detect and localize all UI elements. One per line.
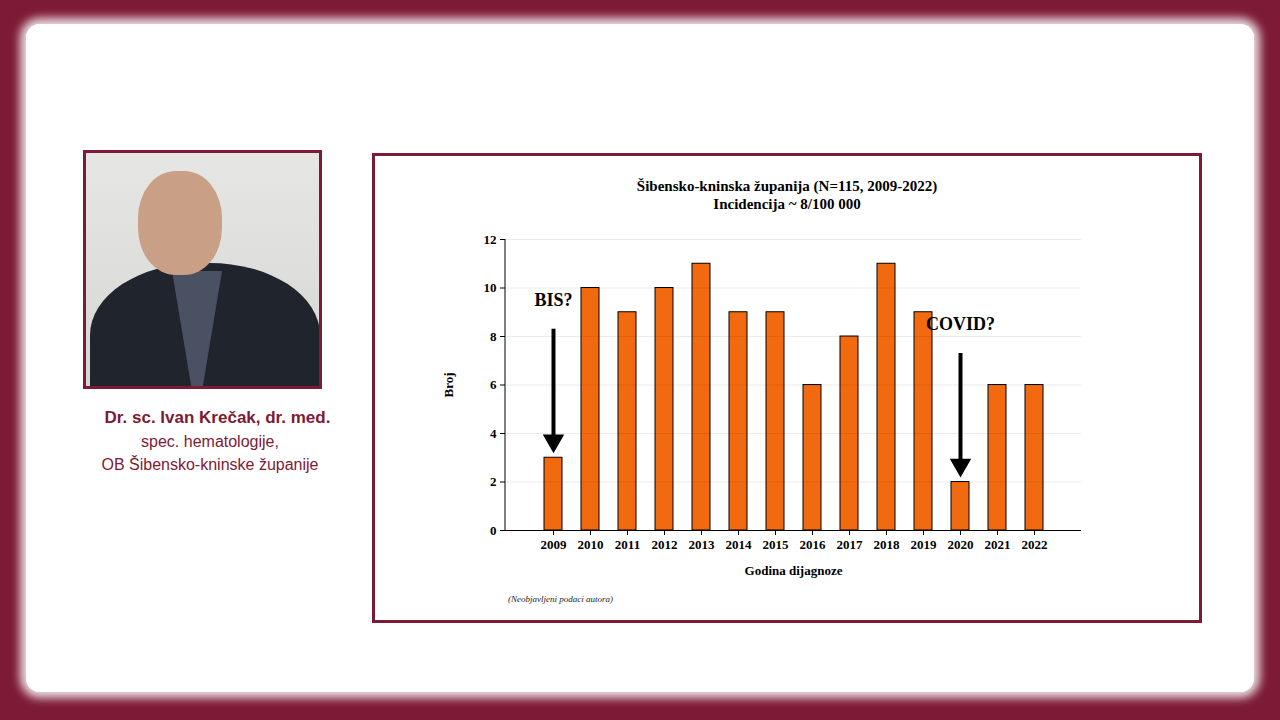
svg-text:10: 10: [484, 280, 497, 295]
html-text:Dr. sc. Ivan Krečak, dr. med.: Dr. sc. Ivan Krečak, dr. med.: [104, 408, 331, 427]
svg-text:2011: 2011: [615, 537, 640, 552]
svg-text:2013: 2013: [689, 537, 716, 552]
svg-text:2022: 2022: [1022, 537, 1048, 552]
svg-text:COVID?: COVID?: [926, 314, 995, 334]
svg-text:2012: 2012: [652, 537, 678, 552]
svg-text:0: 0: [490, 523, 497, 538]
svg-text:Godina dijagnoze: Godina dijagnoze: [745, 563, 843, 578]
html-text:(Neobjavljeni podaci autora): (Neobjavljeni podaci autora): [508, 594, 613, 604]
svg-text:2017: 2017: [837, 537, 864, 552]
svg-text:2015: 2015: [763, 537, 790, 552]
html-text:OB Šibensko-kninske županije: OB Šibensko-kninske županije: [101, 456, 319, 473]
svg-text:2014: 2014: [726, 537, 753, 552]
svg-text:BIS?: BIS?: [534, 290, 572, 310]
svg-text:2009: 2009: [541, 537, 568, 552]
svg-text:6: 6: [490, 377, 497, 392]
svg-text:2016: 2016: [800, 537, 827, 552]
svg-text:2020: 2020: [948, 537, 974, 552]
svg-text:8: 8: [490, 329, 497, 344]
svg-text:2010: 2010: [578, 537, 604, 552]
svg-text:12: 12: [484, 232, 497, 247]
svg-text:4: 4: [490, 426, 497, 441]
svg-text:2018: 2018: [874, 537, 901, 552]
html-text:Incidencija ~ 8/100 000: Incidencija ~ 8/100 000: [713, 196, 861, 212]
html-text:Šibensko-kninska županija (N=1: Šibensko-kninska županija (N=115, 2009-2…: [636, 178, 938, 194]
svg-text:Broj: Broj: [441, 372, 456, 397]
html-text:spec. hematologije,: spec. hematologije,: [141, 433, 279, 450]
svg-text:2: 2: [490, 474, 497, 489]
svg-text:2019: 2019: [911, 537, 938, 552]
svg-text:2021: 2021: [985, 537, 1011, 552]
